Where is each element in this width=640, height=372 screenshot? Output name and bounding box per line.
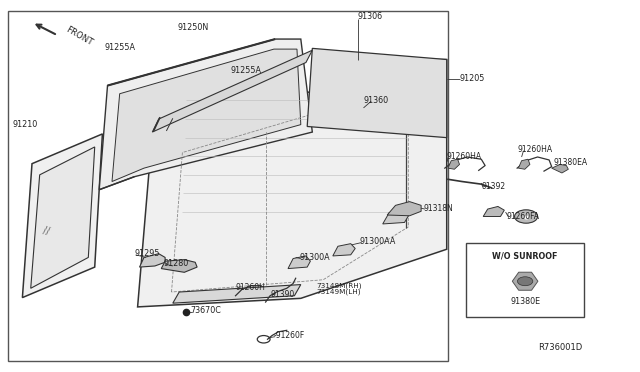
- Text: 91250N: 91250N: [178, 23, 209, 32]
- Polygon shape: [161, 260, 197, 272]
- Text: 73148M(RH): 73148M(RH): [317, 282, 362, 289]
- Text: 91280: 91280: [163, 259, 188, 268]
- Text: R736001D: R736001D: [538, 343, 582, 352]
- Text: 91380E: 91380E: [510, 297, 540, 306]
- Circle shape: [518, 277, 532, 286]
- Polygon shape: [333, 244, 355, 256]
- Text: //: //: [42, 226, 51, 237]
- Polygon shape: [483, 206, 504, 217]
- Text: 91392: 91392: [481, 182, 506, 191]
- Text: FRONT: FRONT: [64, 25, 94, 48]
- Polygon shape: [152, 50, 312, 132]
- Text: 91260HA: 91260HA: [447, 152, 482, 161]
- Text: 91255A: 91255A: [104, 43, 135, 52]
- Polygon shape: [448, 159, 460, 169]
- Text: 91295: 91295: [134, 249, 160, 258]
- Text: 91390: 91390: [270, 290, 294, 299]
- Polygon shape: [99, 39, 312, 190]
- Bar: [466, 243, 584, 317]
- Polygon shape: [138, 60, 447, 307]
- Text: 73149M(LH): 73149M(LH): [317, 289, 362, 295]
- Polygon shape: [518, 159, 530, 169]
- Polygon shape: [307, 48, 447, 138]
- Text: 91210: 91210: [13, 120, 38, 129]
- Polygon shape: [173, 285, 301, 303]
- Text: 91380EA: 91380EA: [554, 158, 588, 167]
- Polygon shape: [112, 49, 301, 182]
- Polygon shape: [552, 164, 568, 173]
- Text: 91300A: 91300A: [300, 253, 330, 262]
- Polygon shape: [387, 202, 421, 216]
- Text: W/O SUNROOF: W/O SUNROOF: [492, 252, 558, 261]
- Text: 91300AA: 91300AA: [360, 237, 396, 246]
- Polygon shape: [22, 134, 102, 298]
- Text: 91260FA: 91260FA: [507, 212, 540, 221]
- Text: 91318N: 91318N: [424, 204, 453, 213]
- Text: 91260H: 91260H: [236, 283, 266, 292]
- Text: 91306: 91306: [357, 12, 382, 21]
- Polygon shape: [31, 147, 95, 288]
- Polygon shape: [383, 209, 410, 224]
- Text: 91255A: 91255A: [230, 66, 261, 75]
- Text: 91205: 91205: [460, 74, 485, 83]
- Text: 73670C: 73670C: [191, 306, 221, 315]
- Text: 91360: 91360: [364, 96, 388, 105]
- Text: 91260HA: 91260HA: [517, 145, 552, 154]
- Circle shape: [515, 210, 538, 223]
- Polygon shape: [8, 11, 448, 361]
- Polygon shape: [288, 256, 310, 269]
- Polygon shape: [140, 254, 165, 267]
- Polygon shape: [512, 272, 538, 290]
- Text: -91260F: -91260F: [274, 331, 305, 340]
